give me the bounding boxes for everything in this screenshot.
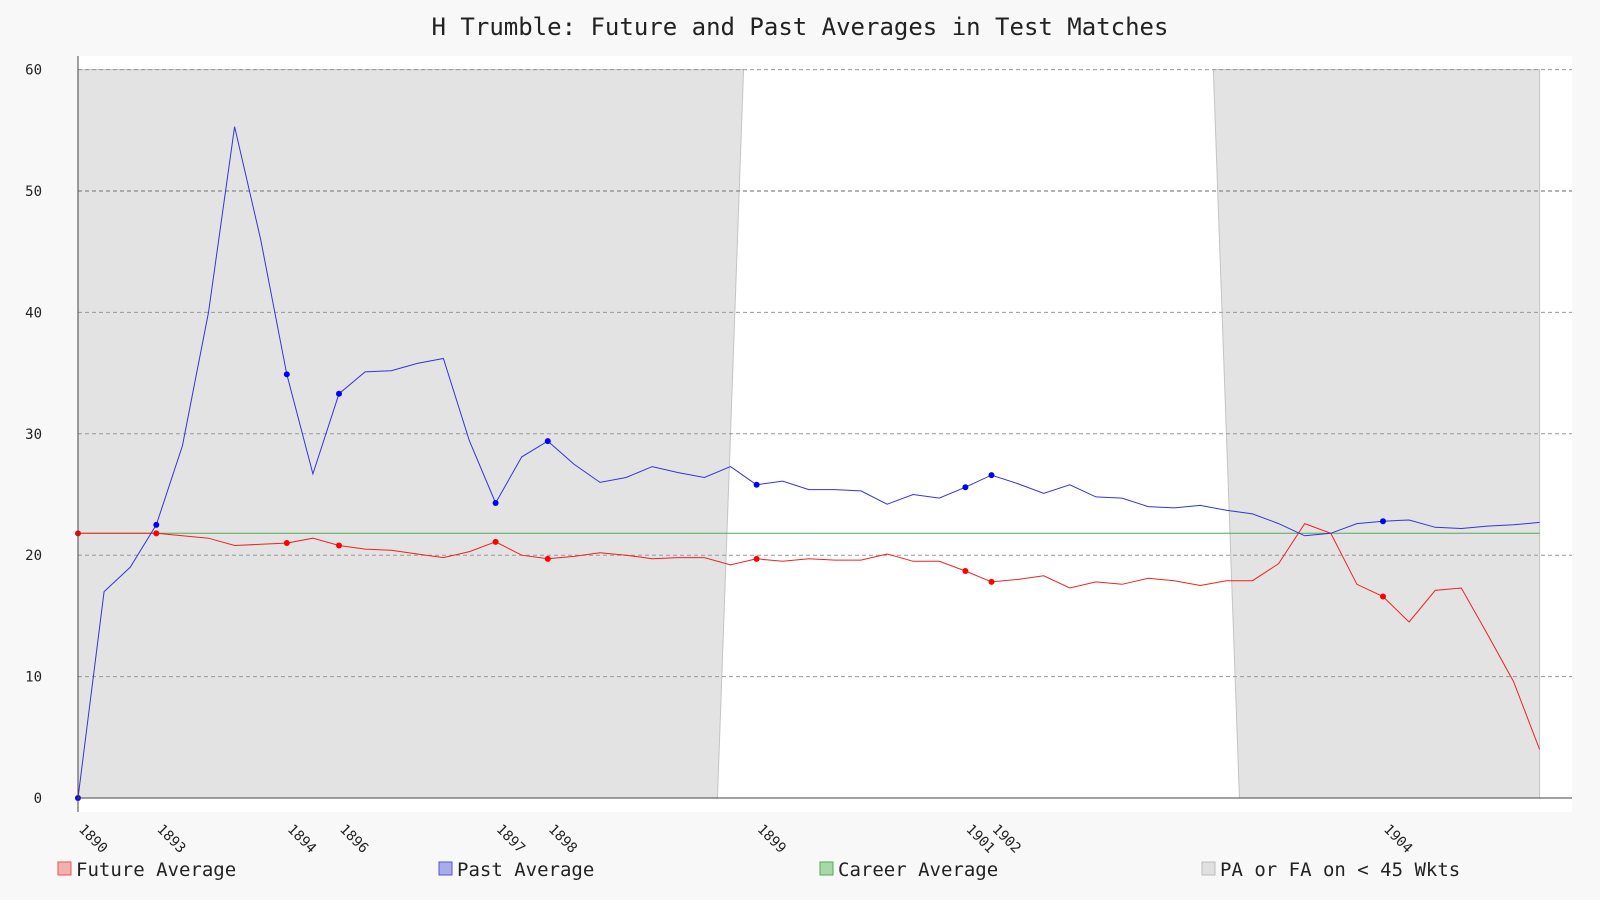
data-point-past-average [544, 438, 551, 445]
legend-item-past-average[interactable]: Past Average [438, 859, 594, 881]
data-point-past-average [962, 484, 969, 491]
y-tick-label: 30 [25, 427, 42, 443]
grid-layer [78, 69, 1572, 678]
series-line-future-average [78, 522, 1541, 750]
y-tick-label: 10 [25, 670, 42, 686]
data-point-future-average [988, 578, 995, 585]
legend-swatch-past-average [438, 861, 453, 876]
legend-item-career-average[interactable]: Career Average [819, 859, 998, 881]
legend-swatch-shaded-region [1201, 861, 1216, 876]
y-tick-label: 50 [25, 184, 42, 200]
chart-title: H Trumble: Future and Past Averages in T… [432, 13, 1169, 41]
data-point-past-average [492, 499, 499, 506]
data-point-past-average [283, 371, 290, 378]
series-line-past-average [77, 126, 1540, 799]
legend-label-shaded-region: PA or FA on < 45 Wkts [1220, 859, 1460, 881]
data-point-past-average [153, 521, 160, 528]
legend-label-past-average: Past Average [457, 859, 594, 881]
legend-label-career-average: Career Average [838, 859, 998, 881]
data-point-future-average [153, 530, 160, 537]
y-tick-label: 40 [25, 305, 42, 321]
data-point-past-average [988, 472, 995, 479]
legend-item-shaded-region[interactable]: PA or FA on < 45 Wkts [1201, 859, 1460, 881]
data-point-future-average [492, 538, 499, 545]
data-point-future-average [962, 567, 969, 574]
data-point-future-average [1380, 593, 1386, 600]
data-point-future-average [283, 540, 290, 547]
legend-swatch-future-average [57, 861, 72, 876]
data-point-future-average [544, 555, 551, 562]
data-point-past-average [753, 481, 760, 488]
axis-layer [77, 56, 1572, 812]
y-tick-label: 20 [25, 548, 42, 564]
legend-label-future-average: Future Average [76, 859, 236, 881]
series-layer [75, 126, 1541, 801]
legend-swatch-career-average [819, 861, 834, 876]
data-point-past-average [1380, 518, 1386, 525]
y-tick-label: 60 [25, 63, 42, 79]
data-point-future-average [336, 542, 342, 549]
legend: Future Average Past Average Career Avera… [57, 859, 1460, 881]
data-point-past-average [336, 390, 342, 397]
data-point-future-average [753, 555, 760, 562]
legend-item-future-average[interactable]: Future Average [57, 859, 236, 881]
y-tick-labels: 0 10 20 30 40 50 60 [25, 63, 42, 807]
y-tick-label: 0 [34, 791, 42, 807]
